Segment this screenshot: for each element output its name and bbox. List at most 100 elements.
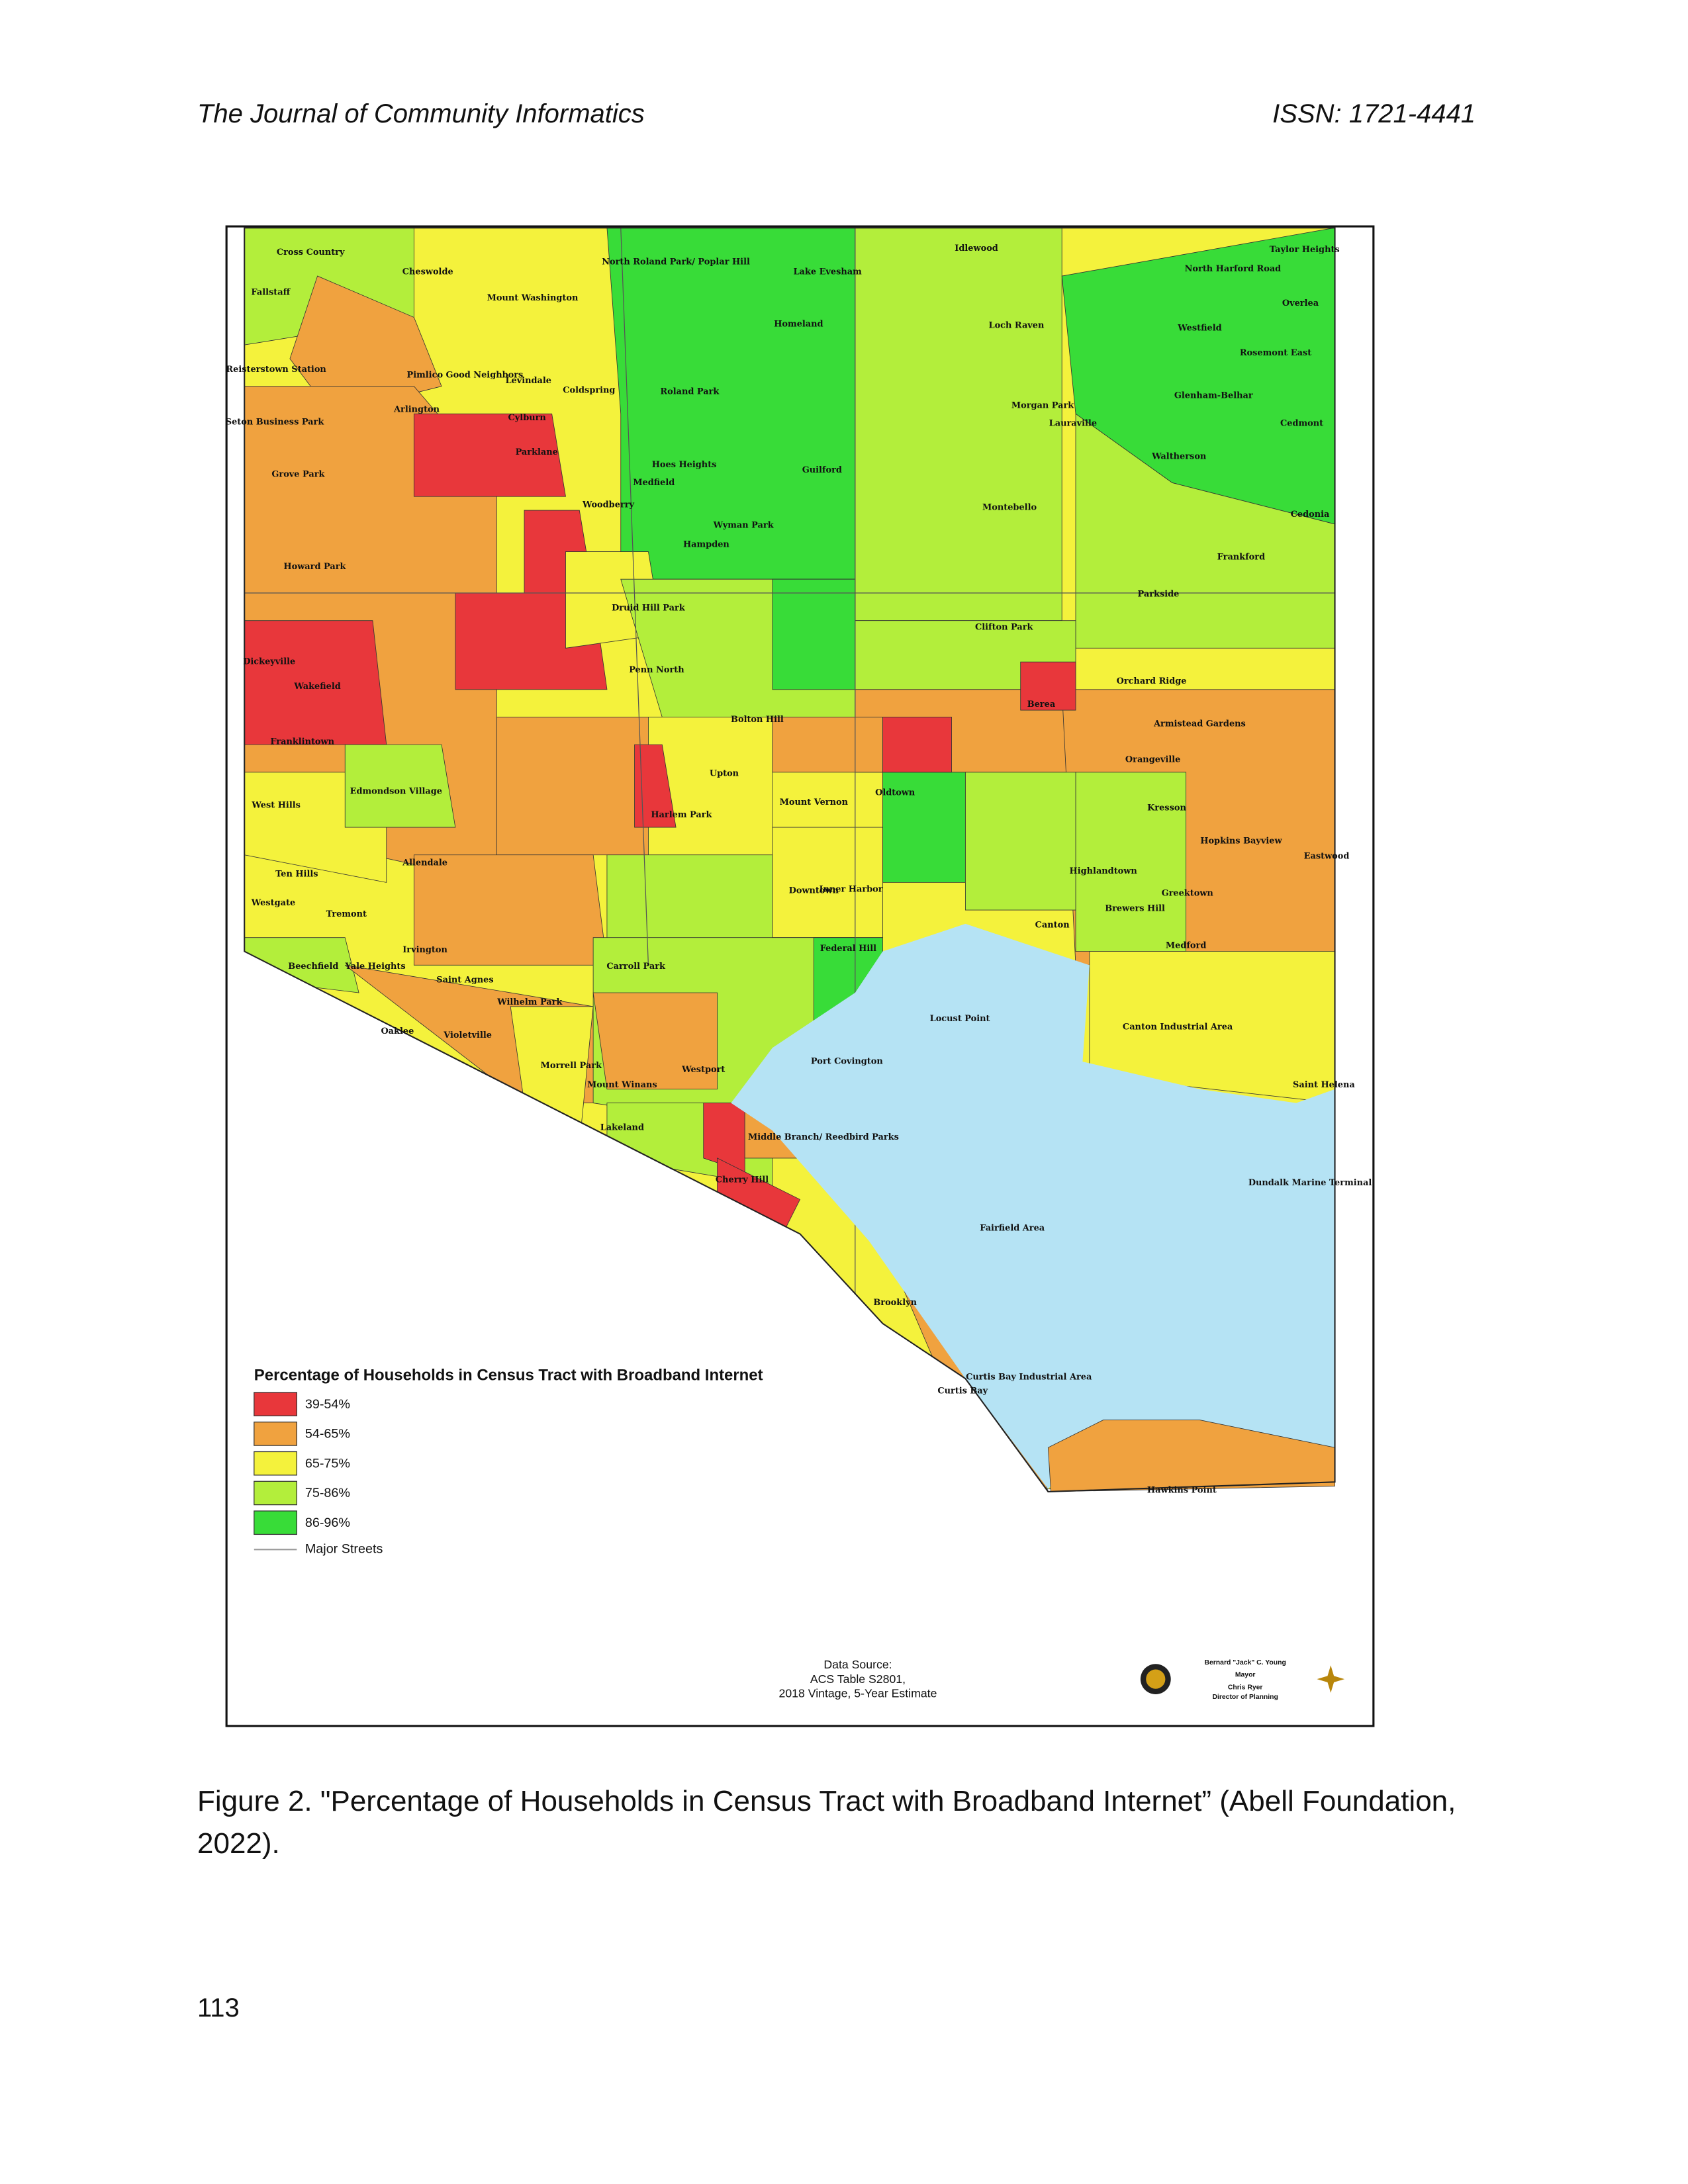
neighborhood-label: Violetville xyxy=(443,1030,492,1040)
neighborhood-label: Curtis Bay xyxy=(937,1386,988,1396)
neighborhood-label: Lauraville xyxy=(1049,418,1097,428)
neighborhood-label: Woodberry xyxy=(582,500,635,510)
neighborhood-labels: Cross Country Cheswolde Fallstaff Mount Was… xyxy=(226,244,1372,1495)
neighborhood-label: Rosemont East xyxy=(1240,348,1311,358)
neighborhood-label: Penn North xyxy=(629,665,684,675)
neighborhood-label: Overlea xyxy=(1282,298,1319,308)
neighborhood-label: Allendale xyxy=(402,858,447,868)
tract-region xyxy=(1075,772,1187,952)
tract-region xyxy=(772,717,883,773)
legend-swatch xyxy=(254,1392,297,1416)
neighborhood-label: Lakeland xyxy=(600,1123,644,1133)
neighborhood-label: Eastwood xyxy=(1304,851,1350,861)
neighborhood-label: Grove Park xyxy=(271,469,325,479)
credit-line: Director of Planning xyxy=(1212,1694,1278,1701)
tract-region xyxy=(882,717,952,773)
neighborhood-label: Berea xyxy=(1027,700,1056,709)
neighborhood-label: Locust Point xyxy=(930,1014,990,1024)
city-seal-inner xyxy=(1146,1669,1166,1689)
neighborhood-label: Armistead Gardens xyxy=(1153,719,1246,729)
neighborhood-label: Federal Hill xyxy=(820,944,876,954)
water xyxy=(731,923,1335,1489)
neighborhood-label: Irvington xyxy=(402,945,447,955)
neighborhood-label: Ten Hills xyxy=(275,869,318,879)
neighborhood-label: Oldtown xyxy=(875,788,915,798)
neighborhood-label: Dickeyville xyxy=(243,657,295,667)
source-line: Data Source: xyxy=(823,1658,892,1671)
tract-region xyxy=(344,744,456,828)
journal-title: The Journal of Community Informatics xyxy=(197,99,645,128)
neighborhood-label: Fairfield Area xyxy=(980,1224,1045,1234)
neighborhood-label: Wyman Park xyxy=(713,520,774,530)
neighborhood-label: Mount Washington xyxy=(487,293,579,303)
neighborhood-label: Cross Country xyxy=(277,248,345,257)
neighborhood-label: Canton Industrial Area xyxy=(1123,1023,1233,1032)
neighborhood-label: Beechfield xyxy=(288,962,338,972)
neighborhood-label: Taylor Heights xyxy=(1270,245,1340,255)
neighborhood-label: Wakefield xyxy=(293,682,340,692)
neighborhood-label: Reisterstown Station xyxy=(226,365,326,375)
neighborhood-label: Highlandtown xyxy=(1070,866,1138,876)
major-street xyxy=(620,228,649,966)
neighborhood-label: Wilhelm Park xyxy=(496,997,563,1007)
neighborhood-label: Idlewood xyxy=(955,244,998,253)
neighborhood-label: Oaklee xyxy=(381,1026,414,1036)
tract-region xyxy=(855,228,1062,621)
neighborhood-label: Yale Heights xyxy=(345,962,406,972)
neighborhood-label: Cedonia xyxy=(1291,510,1330,520)
neighborhood-label: Inner Harbor xyxy=(820,884,883,894)
legend-swatch xyxy=(254,1480,297,1506)
source-line: ACS Table S2801, xyxy=(810,1672,906,1686)
neighborhood-label: Montebello xyxy=(982,502,1037,512)
neighborhood-label: Clifton Park xyxy=(975,623,1034,633)
neighborhood-label: Hawkins Point xyxy=(1147,1485,1217,1495)
neighborhood-label: Downtown xyxy=(789,886,839,895)
issn: ISSN: 1721-4441 xyxy=(1272,99,1476,128)
neighborhood-label: Waltherson xyxy=(1151,451,1207,461)
tract-region xyxy=(1075,413,1335,649)
credit-line: Chris Ryer xyxy=(1228,1684,1263,1691)
tract-region xyxy=(1020,661,1076,711)
tract-region xyxy=(634,744,677,828)
neighborhood-label: Franklintown xyxy=(270,737,334,747)
neighborhood-label: Saint Agnes xyxy=(436,976,493,985)
figure-caption: Figure 2. "Percentage of Households in C… xyxy=(197,1785,1456,1860)
neighborhood-label: Hoes Heights xyxy=(652,460,717,470)
map-figure: Cross Country Cheswolde Fallstaff Mount Was… xyxy=(225,225,1375,1727)
neighborhood-label: Upton xyxy=(710,768,739,778)
data-source: Data Source:ACS Table S2801,2018 Vintage… xyxy=(778,1658,937,1700)
neighborhood-label: Parklane xyxy=(516,447,558,457)
neighborhood-label: Bolton Hill xyxy=(731,715,784,725)
neighborhood-label: Parkside xyxy=(1138,590,1180,600)
source-line: 2018 Vintage, 5-Year Estimate xyxy=(778,1687,937,1700)
neighborhood-label: Medfield xyxy=(633,478,675,488)
legend-label: Major Streets xyxy=(305,1542,383,1557)
neighborhood-label: Greektown xyxy=(1162,889,1214,899)
neighborhood-label: Port Covington xyxy=(811,1057,883,1067)
neighborhood-label: Levindale xyxy=(505,376,551,386)
legend-label: 39-54% xyxy=(305,1397,350,1412)
neighborhood-label: Morgan Park xyxy=(1011,400,1074,410)
legend-label: 86-96% xyxy=(305,1516,350,1530)
neighborhood-label: Morrell Park xyxy=(541,1061,603,1071)
neighborhood-label: Brooklyn xyxy=(873,1298,917,1308)
credit-line: Bernard "Jack" C. Young xyxy=(1204,1659,1286,1666)
neighborhood-label: Tremont xyxy=(326,909,367,919)
neighborhood-label: Westgate xyxy=(251,898,295,908)
neighborhood-label: Mount Winans xyxy=(587,1080,657,1090)
city-boundary xyxy=(244,227,1336,1492)
page-number: 113 xyxy=(197,1993,240,2023)
credit-line: Mayor xyxy=(1235,1672,1256,1679)
neighborhood-label: Canton xyxy=(1035,920,1070,930)
neighborhood-label: Harlem Park xyxy=(651,810,712,820)
neighborhood-label: Hampden xyxy=(683,540,729,550)
north-arrow xyxy=(1317,1665,1345,1693)
neighborhood-label: Middle Branch/ Reedbird Parks xyxy=(748,1132,899,1142)
neighborhood-label: Cherry Hill xyxy=(716,1175,769,1185)
neighborhood-label: West Hills xyxy=(251,800,301,810)
neighborhood-label: Saint Helena xyxy=(1293,1080,1355,1090)
neighborhood-label: Frankford xyxy=(1217,552,1265,562)
neighborhood-label: Arlington xyxy=(393,405,440,415)
neighborhood-label: Coldspring xyxy=(563,385,615,395)
